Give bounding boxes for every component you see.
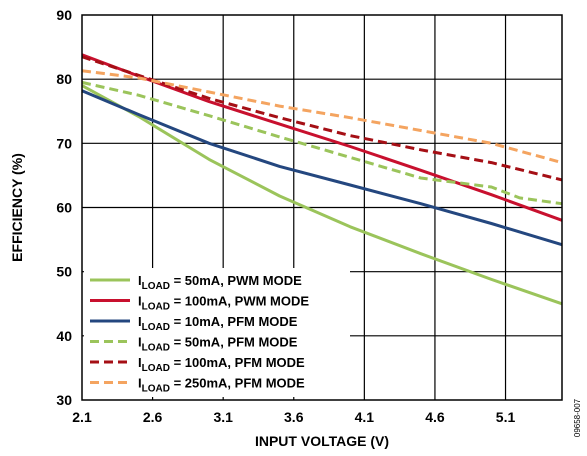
legend-label-4: ILOAD = 50mA, PFM MODE (138, 335, 298, 354)
y-tick-label: 80 (56, 71, 72, 87)
x-tick-label: 4.6 (425, 409, 445, 425)
series-line-6 (81, 69, 563, 165)
y-tick-label: 90 (56, 7, 72, 23)
legend-label-1: ILOAD = 50mA, PWM MODE (138, 273, 302, 292)
x-tick-label: 2.6 (143, 409, 163, 425)
legend-label-3: ILOAD = 10mA, PFM MODE (138, 314, 298, 333)
y-axis-ticks: 30 40 50 60 70 80 90 (56, 7, 72, 408)
x-tick-label: 3.1 (213, 409, 233, 425)
plot-frame (81, 14, 563, 401)
x-tick-label: 3.6 (284, 409, 304, 425)
y-tick-label: 30 (56, 392, 72, 408)
x-tick-label: 5.1 (496, 409, 516, 425)
legend-label-6: ILOAD = 250mA, PFM MODE (138, 376, 305, 395)
y-axis-title: EFFICIENCY (%) (9, 153, 25, 262)
series-line-3 (81, 89, 563, 247)
series-line-5 (81, 55, 563, 182)
series-line-1 (81, 84, 563, 306)
y-tick-label: 70 (56, 135, 72, 151)
x-axis-ticks: 2.1 2.6 3.1 3.6 4.1 4.6 5.1 (72, 409, 515, 425)
y-tick-label: 40 (56, 328, 72, 344)
legend: ILOAD = 50mA, PWM MODE ILOAD = 100mA, PWM… (90, 273, 309, 395)
legend-label-5: ILOAD = 100mA, PFM MODE (138, 355, 305, 374)
y-tick-label: 50 (56, 264, 72, 280)
legend-box (84, 268, 350, 397)
x-axis-title: INPUT VOLTAGE (V) (255, 433, 389, 449)
figure-id: 09658-007 (573, 398, 582, 437)
y-tick-label: 60 (56, 200, 72, 216)
series-lines (81, 53, 563, 306)
legend-label-2: ILOAD = 100mA, PWM MODE (138, 294, 309, 313)
x-tick-label: 4.1 (355, 409, 375, 425)
x-tick-label: 2.1 (72, 409, 92, 425)
